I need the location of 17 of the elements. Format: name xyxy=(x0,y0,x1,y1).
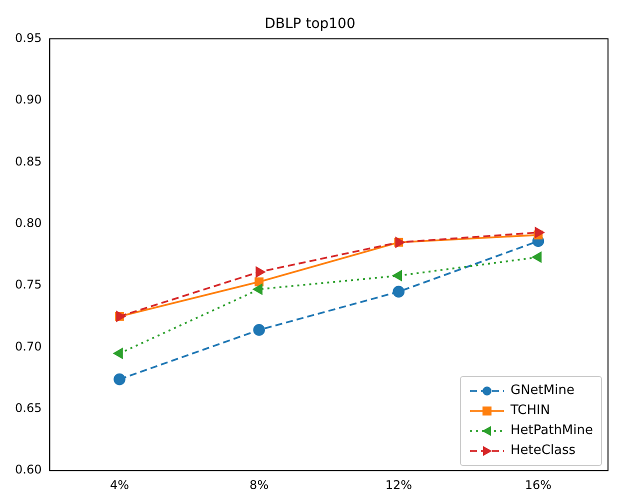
legend-label: HeteClass xyxy=(510,442,576,460)
chart-title: DBLP top100 xyxy=(264,16,356,32)
y-tick-label: 0.60 xyxy=(15,462,42,477)
legend-label: TCHIN xyxy=(510,402,550,420)
x-tick-label: 12% xyxy=(385,478,412,492)
x-tick-label: 16% xyxy=(524,478,552,492)
y-tick-label: 0.85 xyxy=(15,154,42,168)
x-tick-label: 4% xyxy=(110,478,130,492)
y-tick-label: 0.80 xyxy=(15,216,42,230)
y-tick-label: 0.95 xyxy=(15,30,42,45)
legend-label: GNetMine xyxy=(510,382,574,400)
x-tick-label: 8% xyxy=(250,478,269,492)
y-tick-label: 0.70 xyxy=(15,339,42,354)
y-tick-label: 0.90 xyxy=(15,92,42,107)
legend-label: HetPathMine xyxy=(510,422,593,440)
y-tick-label: 0.65 xyxy=(15,401,42,416)
y-tick-label: 0.75 xyxy=(15,278,42,292)
